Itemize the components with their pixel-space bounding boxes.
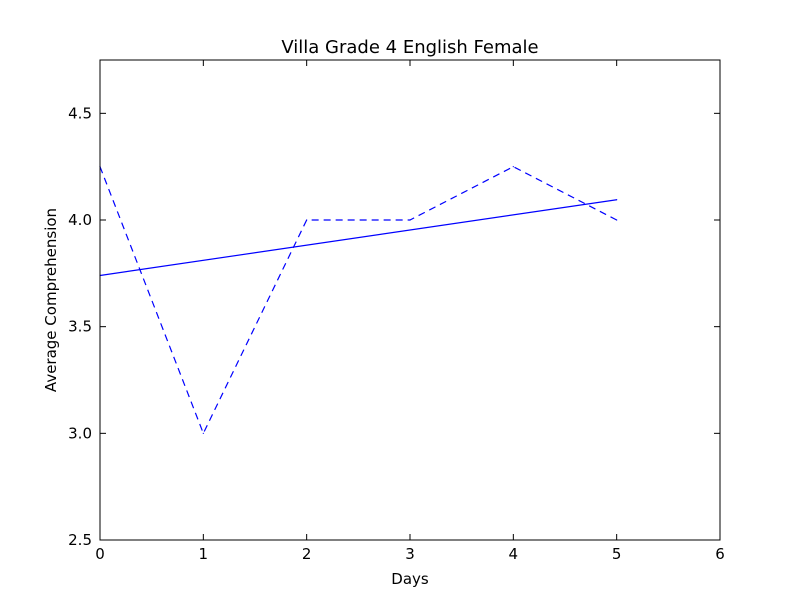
series-layer bbox=[99, 165, 618, 435]
x-tick-label: 2 bbox=[302, 545, 312, 563]
y-tick-label: 3.5 bbox=[68, 318, 92, 336]
data-point-1-1 bbox=[616, 199, 618, 201]
x-tick-label: 1 bbox=[199, 545, 209, 563]
series-line-1 bbox=[99, 199, 617, 277]
y-tick-label: 4.0 bbox=[68, 211, 92, 229]
data-point-0-4 bbox=[512, 166, 514, 168]
x-axis-label: Days bbox=[391, 570, 429, 588]
data-point-0-2 bbox=[306, 219, 308, 221]
x-tick-label: 3 bbox=[405, 545, 415, 563]
plot-area: 0 1 2 3 4 5 6 2.5 3.0 3.5 4.0 4.5 bbox=[68, 59, 725, 563]
data-point-0-1 bbox=[202, 432, 204, 434]
y-tick-label: 3.0 bbox=[68, 424, 92, 442]
x-tick-label: 4 bbox=[509, 545, 519, 563]
series-line-0 bbox=[99, 165, 617, 435]
data-point-0-5 bbox=[616, 219, 618, 221]
data-point-0-3 bbox=[409, 219, 411, 221]
x-tick-label: 6 bbox=[715, 545, 725, 563]
y-tick-label: 4.5 bbox=[68, 104, 92, 122]
y-axis-ticks: 2.5 3.0 3.5 4.0 4.5 bbox=[68, 104, 720, 549]
x-tick-label: 5 bbox=[612, 545, 622, 563]
x-axis-ticks: 0 1 2 3 4 5 6 bbox=[95, 60, 725, 563]
chart-title: Villa Grade 4 English Female bbox=[281, 37, 538, 58]
x-tick-label: 0 bbox=[95, 545, 105, 563]
y-axis-label: Average Comprehension bbox=[42, 208, 60, 392]
plot-frame bbox=[99, 59, 721, 541]
y-tick-label: 2.5 bbox=[68, 531, 92, 549]
